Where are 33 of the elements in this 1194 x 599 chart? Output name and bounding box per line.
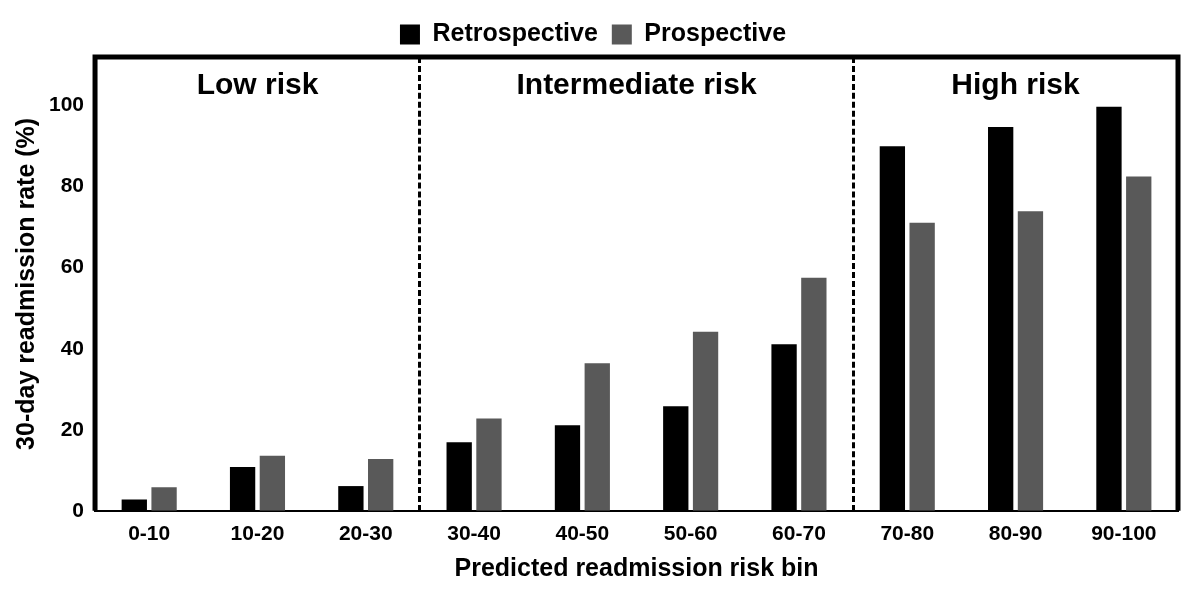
- bar: [368, 458, 394, 511]
- bar: [584, 363, 610, 511]
- x-tick-label: 20-30: [338, 521, 393, 545]
- legend-label: Retrospective: [432, 18, 598, 47]
- bar: [476, 418, 502, 511]
- x-axis-title: Predicted readmission risk bin: [454, 552, 819, 581]
- bar: [1126, 176, 1152, 511]
- y-tick-label: 100: [48, 92, 85, 116]
- x-tick-label: 90-100: [1091, 521, 1157, 545]
- legend-label: Prospective: [644, 18, 787, 47]
- x-tick-label: 80-90: [988, 521, 1043, 545]
- x-tick-label: 30-40: [447, 521, 501, 545]
- x-tick-label: 60-70: [772, 521, 826, 545]
- y-tick-label: 80: [60, 173, 85, 197]
- bar: [801, 277, 827, 511]
- bar: [909, 222, 935, 511]
- bar: [151, 487, 177, 511]
- annotation: Intermediate risk: [516, 67, 757, 101]
- y-axis-title: 30-day readmission rate (%): [10, 117, 39, 450]
- x-tick-label: 0-10: [128, 521, 171, 545]
- x-tick-label: 50-60: [663, 521, 718, 545]
- bar: [1017, 211, 1044, 511]
- x-tick-label: 70-80: [880, 521, 935, 545]
- annotation: High risk: [951, 67, 1081, 101]
- y-tick-label: 40: [60, 335, 85, 359]
- x-tick-label: 40-50: [555, 521, 610, 545]
- y-tick-label: 20: [60, 416, 85, 440]
- bar: [259, 455, 286, 511]
- y-tick-label: 0: [72, 497, 85, 521]
- bar: [692, 331, 719, 511]
- y-tick-label: 60: [60, 254, 85, 278]
- x-tick-label: 10-20: [230, 521, 285, 545]
- annotation: Low risk: [196, 67, 319, 101]
